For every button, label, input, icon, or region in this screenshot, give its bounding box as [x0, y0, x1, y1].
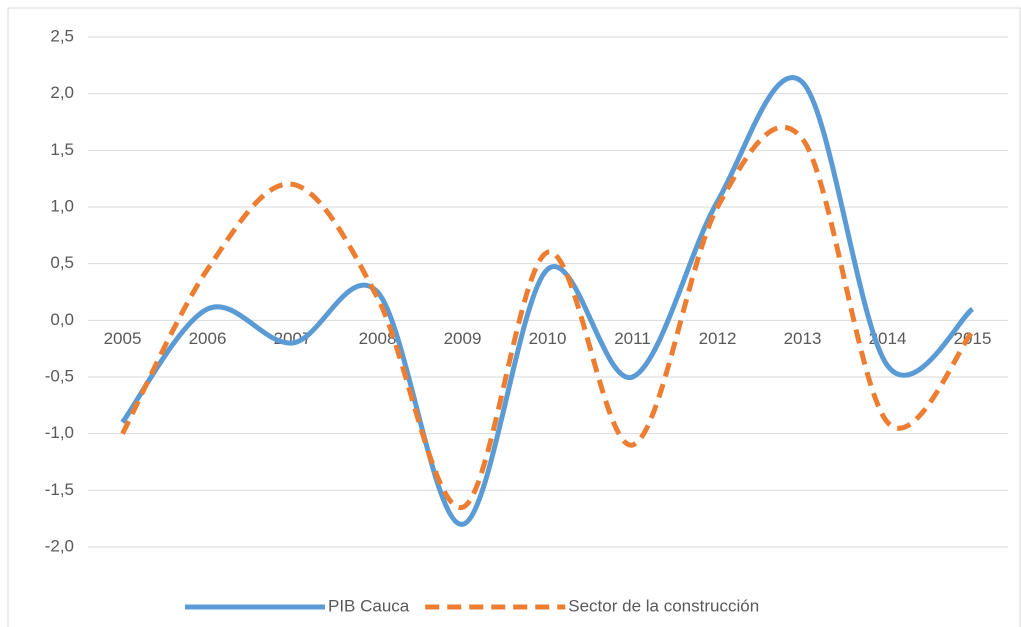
y-tick-label: 0,0 [50, 310, 74, 329]
x-tick-label: 2010 [529, 329, 567, 348]
y-tick-label: 1,5 [50, 140, 74, 159]
x-tick-label: 2011 [614, 329, 651, 348]
x-tick-label: 2009 [444, 329, 482, 348]
y-tick-label: 2,0 [50, 83, 74, 102]
x-tick-label: 2008 [359, 329, 397, 348]
y-tick-label: -1,0 [45, 423, 74, 442]
legend-label: Sector de la construcción [568, 596, 759, 615]
x-tick-label: 2006 [189, 329, 227, 348]
legend-label: PIB Cauca [328, 596, 410, 615]
y-tick-label: -0,5 [45, 366, 74, 385]
line-series [120, 124, 975, 510]
x-tick-label: 2013 [784, 329, 822, 348]
y-tick-label: 1,0 [50, 196, 74, 215]
x-tick-label: 2012 [699, 329, 737, 348]
x-tick-label: 2015 [954, 329, 992, 348]
y-tick-label: 2,5 [50, 26, 74, 45]
y-tick-label: -1,5 [45, 480, 74, 499]
x-tick-label: 2005 [104, 329, 142, 348]
line-series [120, 75, 975, 527]
y-tick-label: -2,0 [45, 536, 74, 555]
y-tick-label: 0,5 [50, 253, 74, 272]
